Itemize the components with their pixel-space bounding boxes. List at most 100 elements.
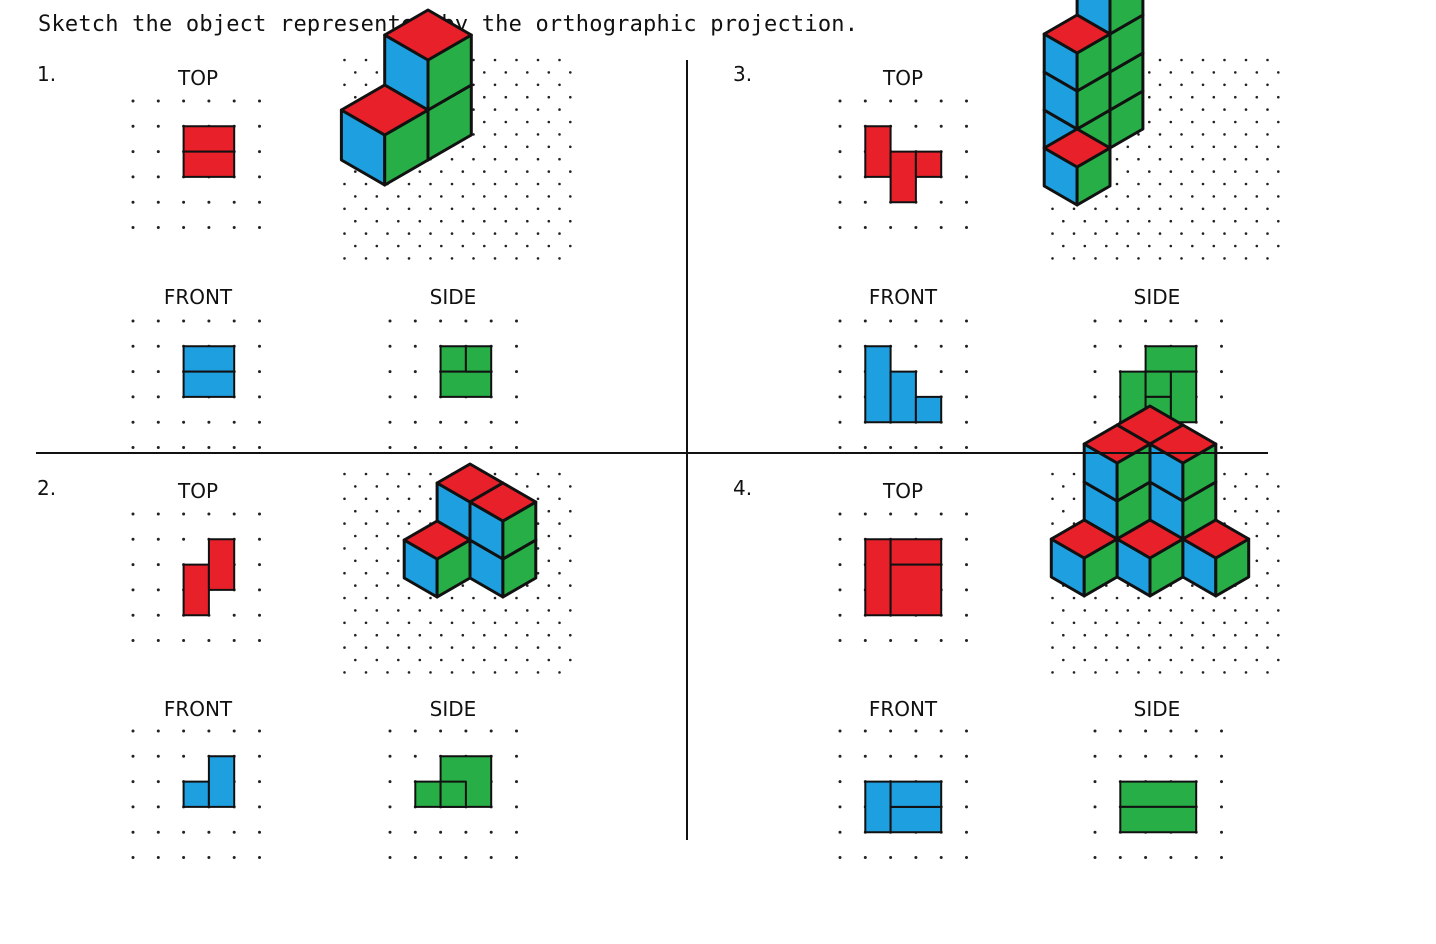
iso-dot [1255, 95, 1259, 99]
grid-dot [914, 99, 918, 103]
iso-dot [1212, 219, 1216, 223]
grid-dot [939, 99, 943, 103]
grid-dot [1093, 370, 1097, 374]
iso-dot [1244, 182, 1248, 186]
iso-dot [1126, 219, 1130, 223]
iso-dot [558, 133, 561, 136]
iso-dot [461, 219, 465, 223]
grid-dot [131, 754, 135, 758]
iso-dot [418, 219, 422, 223]
iso-dot [1244, 671, 1248, 674]
iso-dot [536, 571, 540, 575]
grid-dot [182, 729, 186, 733]
grid-dot [156, 150, 160, 154]
grid-dot [232, 856, 236, 859]
p4-side-view [1119, 780, 1198, 834]
iso-dot [1072, 472, 1076, 476]
grid-dot [464, 729, 468, 733]
iso-dot [343, 621, 346, 625]
grid-dot [388, 319, 392, 323]
iso-dot [515, 207, 518, 211]
cube-top-face [339, 83, 430, 137]
grid-dot [838, 639, 842, 642]
iso-dot [1072, 257, 1076, 260]
grid-dot [413, 344, 417, 348]
iso-dot [1201, 207, 1205, 211]
iso-dot [536, 472, 540, 476]
iso-dot [536, 83, 540, 87]
iso-dot [569, 95, 572, 99]
grid-dot [1169, 729, 1173, 733]
iso-dot [1072, 621, 1076, 625]
iso-dot [1083, 658, 1087, 662]
grid-dot [965, 780, 968, 784]
problem-4-top-label: TOP [882, 479, 924, 503]
grid-dot [965, 370, 968, 374]
iso-dot [1191, 658, 1194, 662]
grid-dot [1093, 395, 1097, 399]
iso-dot [1234, 95, 1237, 99]
iso-dot [386, 257, 389, 260]
iso-dot [569, 609, 572, 612]
iso-dot [1212, 95, 1216, 99]
p3-iso-solid [1042, 0, 1145, 207]
iso-dot [1148, 633, 1151, 637]
iso-dot [343, 671, 346, 674]
iso-dot [375, 219, 379, 223]
iso-dot [1255, 584, 1259, 587]
iso-dot [526, 120, 529, 124]
iso-dot [1277, 559, 1280, 563]
iso-dot [472, 257, 475, 260]
grid-dot [258, 856, 261, 859]
iso-dot [526, 195, 529, 198]
grid-dot [939, 754, 943, 758]
iso-dot [483, 95, 486, 99]
iso-dot [526, 95, 529, 99]
projection-views [182, 125, 1198, 834]
iso-dot [472, 671, 475, 674]
iso-dot [536, 522, 540, 525]
grid-dot [939, 200, 943, 204]
iso-dot [558, 497, 561, 501]
grid-dot [131, 226, 135, 229]
grid-dot [232, 729, 236, 733]
grid-dot [156, 856, 160, 859]
iso-dot [1212, 120, 1216, 124]
grid-dot [489, 420, 493, 424]
iso-dot [354, 658, 357, 662]
iso-dot [461, 584, 465, 587]
iso-dot [483, 658, 486, 662]
grid-dot [464, 446, 468, 449]
grid-dot [1093, 754, 1097, 758]
iso-dot [1148, 658, 1151, 662]
iso-dot [558, 182, 561, 186]
iso-dot [1137, 671, 1140, 674]
grid-dot [156, 124, 160, 128]
iso-dot [1158, 133, 1162, 136]
iso-dot [493, 671, 497, 674]
grid-dot [889, 729, 893, 733]
iso-dot [1277, 584, 1280, 587]
iso-dot [1191, 633, 1194, 637]
grid-dot [258, 754, 261, 758]
grid-dot [889, 446, 893, 449]
grid-dot [1144, 856, 1148, 859]
p1-iso-solid [339, 8, 473, 187]
iso-dot [569, 559, 572, 563]
view-cell [182, 150, 236, 178]
iso-dot [547, 244, 551, 248]
grid-dot [131, 780, 135, 784]
grid-dot [232, 512, 236, 516]
grid-dot [1220, 344, 1223, 348]
grid-dot [131, 563, 135, 567]
grid-dot [131, 124, 135, 128]
grid-dot [258, 613, 261, 617]
grid-dot [863, 200, 867, 204]
problem-1-side-label: SIDE [429, 285, 477, 309]
grid-dot [207, 420, 211, 424]
iso-dot [1255, 485, 1259, 488]
p2-top-view [182, 538, 236, 617]
iso-dot [1191, 219, 1194, 223]
iso-dot [1234, 120, 1237, 124]
